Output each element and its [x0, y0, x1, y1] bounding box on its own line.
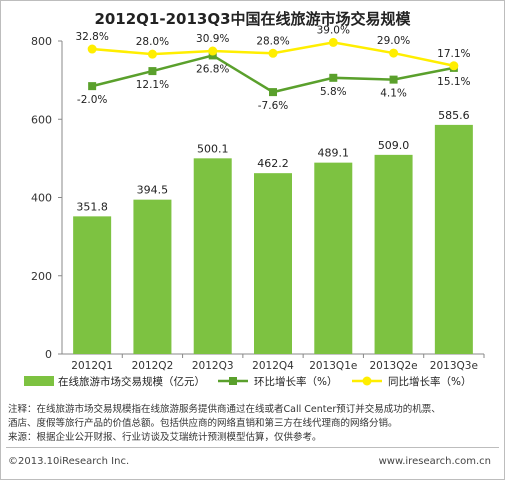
line-point: [147, 49, 157, 59]
line-value-label: -2.0%: [77, 94, 107, 106]
line-point: [329, 73, 338, 82]
line-value-label: 4.1%: [380, 88, 407, 100]
y-tick-label: 0: [45, 348, 52, 361]
chart-title: 2012Q1-2013Q3中国在线旅游市场交易规模: [94, 10, 411, 28]
note-line-1: 注释：在线旅游市场交易规模指在线旅游服务提供商通过在线或者Call Center…: [8, 404, 441, 415]
bar: [254, 173, 292, 354]
bar-value-label: 462.2: [257, 157, 289, 170]
line-point: [88, 82, 97, 91]
x-tick-label: 2012Q2: [132, 360, 174, 372]
bar: [133, 199, 172, 354]
bar: [374, 154, 413, 354]
line-value-label: 30.9%: [196, 33, 229, 45]
y-tick-label: 800: [31, 35, 52, 48]
bar-value-label: 500.1: [197, 142, 229, 155]
line-point: [328, 37, 338, 47]
legend-swatch-bar: [24, 376, 54, 386]
x-tick-label: 2013Q3e: [430, 360, 478, 372]
line-value-label: 26.8%: [196, 63, 229, 75]
x-tick-label: 2012Q3: [192, 360, 234, 372]
line-point: [208, 46, 218, 56]
chart-svg: 0 200 400 600 800 351.8 2012Q1 394.5 2012Q2 500.1…: [24, 24, 485, 388]
bar: [73, 216, 112, 354]
line-point: [449, 61, 459, 71]
legend-marker-mom: [229, 377, 237, 385]
legend-label-mom: 环比增长率（%）: [254, 375, 337, 388]
legend-label-yoy: 同比增长率（%）: [388, 375, 471, 388]
line-point: [269, 88, 277, 97]
y-tick-label: 400: [31, 192, 52, 205]
line-value-label: 29.0%: [377, 35, 410, 47]
x-tick-label: 2012Q4: [252, 360, 294, 372]
y-tick-label: 200: [31, 270, 52, 283]
x-tick-label: 2012Q1: [71, 360, 113, 372]
chart-notes: 注释：在线旅游市场交易规模指在线旅游服务提供商通过在线或者Call Center…: [8, 403, 498, 445]
line-value-label: 39.0%: [317, 24, 350, 36]
line-point: [389, 48, 399, 58]
line-point: [148, 67, 157, 76]
legend-marker-yoy: [362, 376, 372, 386]
line-point: [268, 48, 278, 58]
line-value-label: 28.0%: [136, 36, 169, 48]
line-point: [87, 44, 97, 54]
line-value-label: 15.1%: [437, 76, 470, 88]
bar: [314, 162, 353, 354]
legend-label-bar: 在线旅游市场交易规模（亿元）: [58, 375, 205, 388]
y-tick-label: 600: [31, 113, 52, 126]
line-value-label: 17.1%: [437, 48, 470, 60]
bar: [434, 124, 473, 354]
footer-divider: [6, 447, 499, 448]
line-point: [389, 75, 398, 84]
bar: [193, 158, 232, 354]
x-tick-label: 2013Q1e: [309, 360, 357, 372]
line-value-label: 12.1%: [136, 79, 169, 91]
note-line-3: 来源：根据企业公开财报、行业访谈及艾瑞统计预测模型估算，仅供参考。: [8, 432, 322, 443]
website-link[interactable]: www.iresearch.com.cn: [378, 456, 491, 467]
bar-value-label: 509.0: [378, 139, 410, 152]
bar-value-label: 351.8: [76, 200, 108, 213]
line-value-label: 5.8%: [320, 86, 347, 98]
line-value-label: 28.8%: [256, 35, 289, 47]
bar-value-label: 489.1: [318, 147, 350, 160]
x-tick-label: 2013Q2e: [370, 360, 418, 372]
line-value-label: 32.8%: [75, 31, 108, 43]
note-line-2: 酒店、度假等旅行产品的价值总额。包括供应商的网络直销和第三方在线代理商的网络分销…: [8, 418, 398, 429]
bar-value-label: 394.5: [137, 184, 169, 197]
bar-value-label: 585.6: [438, 109, 470, 122]
line-value-label: -7.6%: [258, 100, 288, 112]
copyright: ©2013.10iResearch Inc.: [8, 456, 130, 467]
